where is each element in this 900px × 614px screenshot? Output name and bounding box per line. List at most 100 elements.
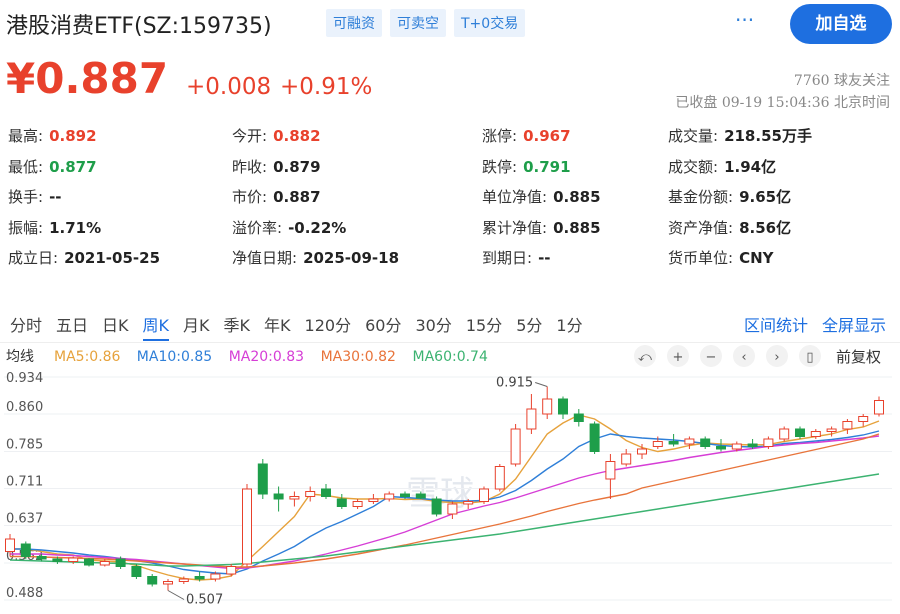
stat-label: 跌停:	[482, 157, 518, 176]
tab[interactable]: 5分	[516, 316, 543, 335]
candle-body	[226, 566, 237, 575]
toolbar-icon[interactable]: ▯	[806, 350, 813, 365]
toolbar-button[interactable]	[733, 345, 755, 367]
stat: 昨收: 0.879	[232, 156, 321, 177]
tab[interactable]: 120分	[304, 316, 352, 335]
stat-value: 0.892	[49, 127, 97, 145]
stat-value: 0.887	[273, 188, 321, 206]
stat-label: 换手:	[8, 188, 44, 206]
candle-body	[431, 498, 442, 515]
stat-value: -0.22%	[288, 218, 347, 237]
stat-label: 最低:	[8, 157, 44, 176]
toolbar-icon[interactable]: ⤺	[638, 350, 652, 365]
toolbar-icon[interactable]: −	[706, 350, 717, 365]
tab[interactable]: 年K	[264, 316, 291, 335]
toolbar-button[interactable]	[700, 345, 722, 367]
candle-body	[858, 416, 869, 422]
y-tick-label: 0.488	[6, 586, 43, 601]
legend-entry: MA10:0.85	[137, 349, 212, 365]
stat-label: 昨收:	[232, 157, 268, 176]
candle-body	[115, 558, 126, 567]
extreme-pointer	[167, 590, 185, 600]
stat-label: 成立日:	[8, 249, 59, 267]
more[interactable]: ···	[735, 8, 755, 32]
tab[interactable]: 30分	[415, 316, 452, 335]
candle-body	[874, 400, 884, 415]
legend-entry: MA20:0.83	[229, 349, 304, 365]
stat: 单位净值: 0.885	[482, 186, 601, 207]
tab[interactable]: 1分	[556, 316, 583, 335]
stat: 货币单位: CNY	[668, 247, 774, 268]
stat: 换手: --	[8, 186, 62, 207]
follow-button[interactable]: 加自选	[790, 4, 892, 44]
stat-label: 成交量:	[668, 127, 719, 145]
candle-body	[178, 578, 189, 582]
legend-entry: MA30:0.82	[321, 349, 396, 365]
y-tick-label: 0.860	[6, 400, 43, 415]
toolbar-label: 均线	[6, 349, 34, 365]
stat-value: CNY	[739, 249, 774, 267]
stat-label: 今开:	[232, 127, 268, 145]
toolbar-button[interactable]	[799, 345, 821, 367]
stat-value: 0.967	[523, 127, 571, 145]
tab[interactable]: 15分	[465, 316, 503, 335]
toolbar-button[interactable]	[766, 345, 788, 367]
candle-body	[763, 438, 774, 447]
candle-body	[68, 557, 79, 562]
tab-link[interactable]: 区间统计	[743, 316, 808, 335]
status: 已收盘 09-19 15:04:36 北京时间	[675, 95, 890, 111]
stat: 成交量: 218.55万手	[668, 125, 812, 146]
candle-body	[731, 443, 742, 450]
toolbar-icon[interactable]: +	[673, 350, 684, 365]
stat-value: 9.65亿	[739, 188, 792, 206]
stat-value: 0.791	[523, 157, 571, 176]
candle-body	[447, 503, 458, 515]
tab-link[interactable]: 全屏显示	[821, 316, 886, 335]
stat-value: 2025-09-18	[303, 249, 400, 267]
ma-line	[9, 473, 880, 567]
stat-value: 218.55万手	[724, 127, 812, 145]
candle-body	[384, 493, 395, 500]
stat: 涨停: 0.967	[482, 125, 571, 146]
y-tick-label: 0.711	[6, 475, 43, 490]
ma-line	[10, 433, 880, 568]
tab-links: 区间统计 全屏显示	[730, 312, 886, 336]
adjust[interactable]: 前复权	[836, 348, 881, 366]
candle-body	[510, 428, 521, 465]
candle-body	[5, 538, 15, 552]
toolbar-icon[interactable]: ‹	[741, 350, 746, 365]
stat-label: 累计净值:	[482, 218, 548, 237]
candle-body	[52, 558, 63, 562]
toolbar-button[interactable]	[667, 345, 689, 367]
candle-body	[542, 398, 553, 415]
toolbar-button[interactable]	[634, 345, 656, 367]
tab[interactable]: 五日	[56, 316, 89, 335]
legend-entry: MA60:0.74	[413, 349, 488, 365]
candle-body	[716, 446, 726, 450]
candle-body	[494, 466, 505, 490]
legend-entry: MA5:0.86	[54, 349, 121, 365]
tab[interactable]: 月K	[183, 316, 210, 335]
candle-body	[415, 493, 426, 499]
stat-label: 货币单位:	[668, 249, 734, 267]
tag[interactable]: 可融资	[326, 9, 382, 37]
tab[interactable]: 周K	[142, 316, 170, 341]
stat: 成立日: 2021-05-25	[8, 247, 160, 268]
tag[interactable]: 可卖空	[390, 9, 446, 37]
candle-body	[668, 441, 679, 445]
stat-label: 最高:	[8, 127, 44, 145]
stat: 最低: 0.877	[8, 156, 97, 177]
candle-body	[131, 566, 142, 577]
tab[interactable]: 季K	[223, 316, 251, 335]
candle-body	[652, 441, 663, 447]
candle-body	[36, 556, 47, 560]
y-tick-label: 0.637	[6, 512, 43, 527]
stat-label: 到期日:	[482, 249, 533, 267]
tab[interactable]: 日K	[102, 316, 129, 335]
candle-body	[463, 501, 474, 505]
tab[interactable]: 60分	[365, 316, 402, 335]
tab[interactable]: 分时	[10, 316, 43, 335]
candle-body	[321, 488, 331, 497]
tag[interactable]: T+0交易	[454, 9, 526, 37]
toolbar-icon[interactable]: ›	[774, 350, 779, 365]
